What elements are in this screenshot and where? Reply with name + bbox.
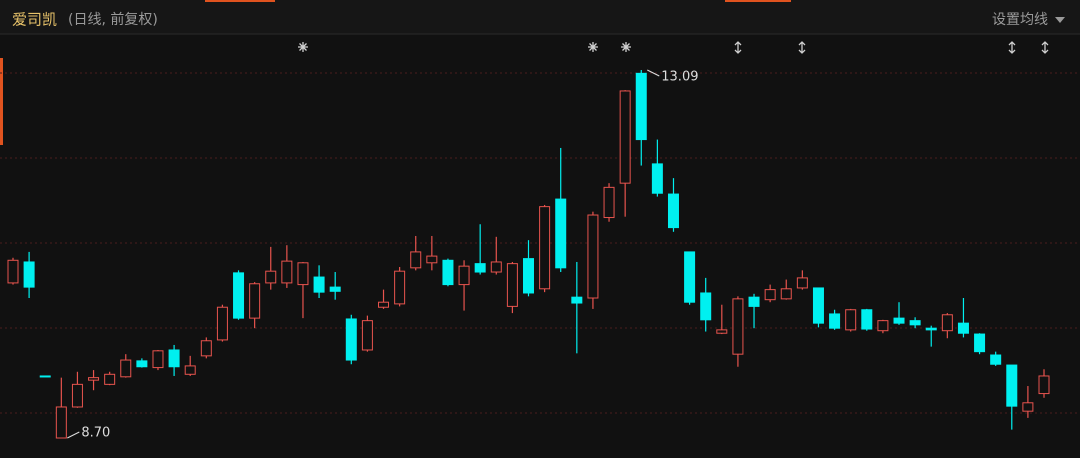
candle-body bbox=[120, 359, 132, 378]
event-markers bbox=[298, 41, 1049, 54]
dropdown-arrow[interactable] bbox=[1055, 17, 1065, 23]
candle-body bbox=[297, 262, 309, 286]
candle-body bbox=[555, 198, 567, 269]
candle-body bbox=[587, 214, 599, 299]
star-marker bbox=[588, 42, 598, 52]
candle-body bbox=[829, 313, 841, 329]
candle-body bbox=[88, 377, 100, 381]
candle-body bbox=[329, 286, 341, 292]
candle-body bbox=[426, 255, 438, 264]
candle-body bbox=[667, 193, 679, 229]
min-label: 8.70 bbox=[81, 426, 110, 441]
candle-body bbox=[539, 206, 551, 290]
candle-body bbox=[619, 90, 631, 184]
candle-body bbox=[394, 270, 406, 305]
candle-body bbox=[941, 314, 953, 332]
candle-body bbox=[635, 72, 647, 141]
candle-body bbox=[812, 287, 824, 324]
arrow-marker bbox=[798, 41, 806, 54]
candle-body bbox=[893, 317, 905, 324]
candle-body bbox=[716, 329, 728, 334]
grid bbox=[0, 72, 1080, 414]
tab-indicator bbox=[205, 0, 275, 2]
candle-body bbox=[990, 354, 1002, 365]
tab-indicator bbox=[725, 0, 791, 2]
star-marker bbox=[298, 42, 308, 52]
candle-body bbox=[410, 251, 422, 269]
candle-body bbox=[651, 163, 663, 194]
candle-body bbox=[732, 298, 744, 355]
candle-body bbox=[845, 309, 857, 331]
candle-body bbox=[1022, 402, 1034, 412]
min-pointer bbox=[67, 431, 80, 439]
candle-body bbox=[313, 276, 325, 293]
settings-button[interactable]: 设置均线 bbox=[992, 12, 1048, 28]
candle-body bbox=[152, 350, 164, 369]
star-marker bbox=[621, 42, 631, 52]
candle-body bbox=[925, 327, 937, 331]
candle-body bbox=[861, 309, 873, 330]
candle-body bbox=[361, 320, 373, 351]
arrow-marker bbox=[1008, 41, 1016, 54]
candle-body bbox=[136, 360, 148, 368]
candle-body bbox=[603, 186, 615, 219]
candle-body bbox=[877, 320, 889, 332]
candle-body bbox=[39, 375, 51, 378]
candle-body bbox=[780, 288, 792, 300]
candle-body bbox=[168, 349, 180, 368]
candle-body bbox=[233, 272, 245, 319]
max-pointer bbox=[647, 69, 660, 77]
candle-body bbox=[796, 277, 808, 289]
candle-body bbox=[490, 261, 502, 273]
arrow-marker bbox=[1041, 41, 1049, 54]
candle-body bbox=[700, 292, 712, 321]
candle-body bbox=[55, 406, 67, 439]
candle-body bbox=[378, 301, 390, 308]
max-label: 13.09 bbox=[661, 70, 698, 85]
chart-subtitle: (日线, 前复权) bbox=[68, 11, 158, 28]
candle-body bbox=[216, 306, 228, 341]
candle-body bbox=[523, 258, 534, 294]
candle-body bbox=[71, 383, 83, 408]
candle-body bbox=[23, 261, 35, 288]
candle-body bbox=[184, 365, 196, 375]
candle-body bbox=[265, 270, 277, 284]
candle-body bbox=[7, 259, 19, 284]
chart-title: 爱司凯 bbox=[12, 11, 57, 29]
candle-body bbox=[104, 373, 116, 385]
candle-body bbox=[249, 283, 261, 319]
candle-body bbox=[684, 251, 696, 303]
candle-body bbox=[200, 340, 212, 357]
candle-body bbox=[474, 263, 486, 273]
header-bar bbox=[0, 0, 1080, 34]
arrow-marker bbox=[734, 41, 742, 54]
candle-body bbox=[1038, 375, 1050, 395]
candle-body bbox=[281, 260, 293, 284]
candle-body bbox=[909, 320, 921, 326]
candle-body bbox=[458, 265, 470, 286]
candle-body bbox=[506, 263, 518, 307]
side-indicator bbox=[0, 58, 3, 145]
candle-body bbox=[571, 296, 583, 304]
candle-body bbox=[748, 296, 760, 307]
candle-body bbox=[974, 333, 986, 353]
candle-body bbox=[1006, 364, 1018, 407]
candle-body bbox=[764, 289, 776, 301]
candle-body bbox=[345, 318, 357, 361]
candle-body bbox=[442, 259, 454, 286]
candle-body bbox=[957, 322, 969, 334]
